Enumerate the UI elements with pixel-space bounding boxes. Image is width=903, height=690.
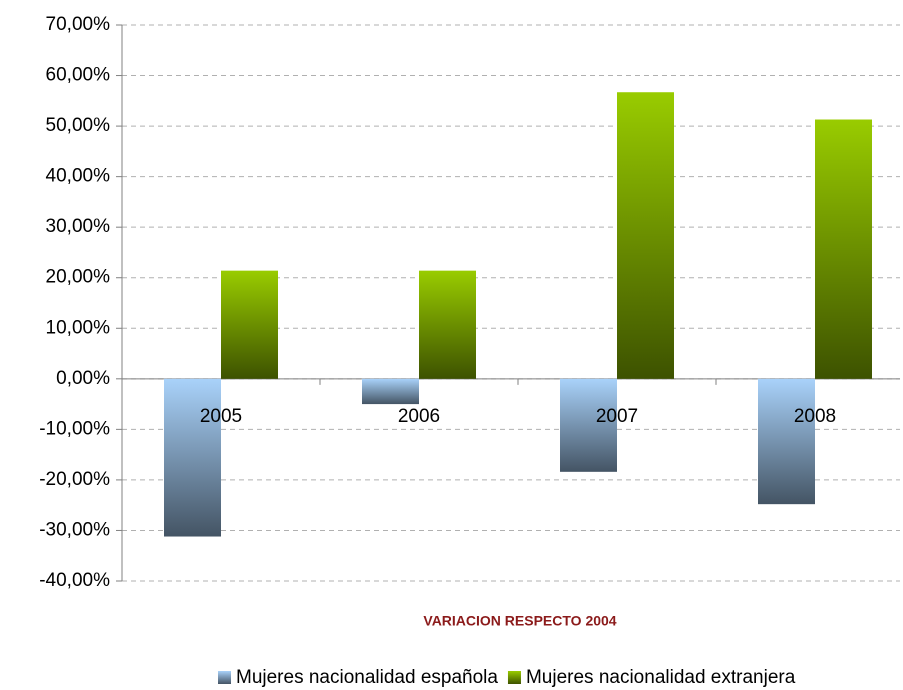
x-tick-label: 2005 (200, 406, 242, 427)
y-tick-label: -10,00% (39, 418, 110, 439)
y-tick-label: 10,00% (46, 317, 111, 338)
x-tick-label: 2006 (398, 406, 440, 427)
y-tick-label: 30,00% (46, 216, 111, 237)
x-tick-label: 2007 (596, 406, 638, 427)
y-tick-label: -30,00% (39, 519, 110, 540)
bar (560, 378, 617, 472)
legend-swatch (218, 671, 231, 684)
legend-label: Mujeres nacionalidad extranjera (526, 667, 796, 688)
bar (758, 378, 815, 505)
bar (419, 270, 476, 379)
chart-title: VARIACION RESPECTO 2004 (423, 613, 616, 629)
bar (815, 119, 872, 379)
bar (362, 378, 419, 405)
y-tick-label: 70,00% (46, 14, 111, 35)
y-tick-label: 20,00% (46, 267, 111, 288)
y-tick-label: 40,00% (46, 166, 111, 187)
bar (164, 378, 221, 537)
legend-label: Mujeres nacionalidad española (236, 667, 498, 688)
legend-swatch (507, 671, 521, 684)
y-tick-label: 60,00% (46, 65, 111, 86)
y-tick-label: -40,00% (39, 570, 110, 591)
bar (221, 270, 278, 379)
y-tick-label: 50,00% (46, 115, 111, 136)
bar (617, 92, 674, 379)
y-tick-label: -20,00% (39, 469, 110, 490)
y-tick-label: 0,00% (56, 368, 110, 389)
x-tick-label: 2008 (794, 406, 836, 427)
